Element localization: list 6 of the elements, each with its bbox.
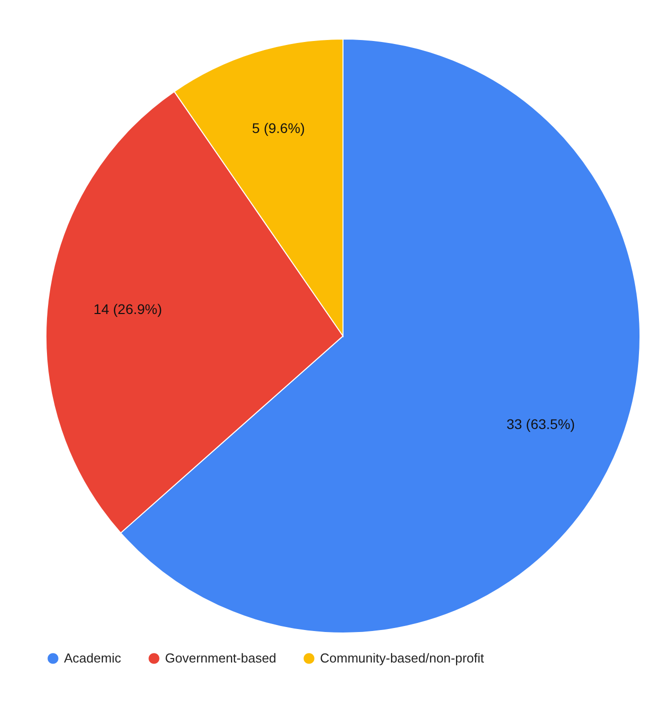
data-label: 33 (63.5%) <box>506 416 575 432</box>
legend-label: Government-based <box>165 650 276 666</box>
legend-label: Academic <box>64 650 122 666</box>
data-label: 5 (9.6%) <box>252 120 305 136</box>
legend-label: Community-based/non-profit <box>320 650 484 666</box>
data-label: 14 (26.9%) <box>94 300 162 317</box>
